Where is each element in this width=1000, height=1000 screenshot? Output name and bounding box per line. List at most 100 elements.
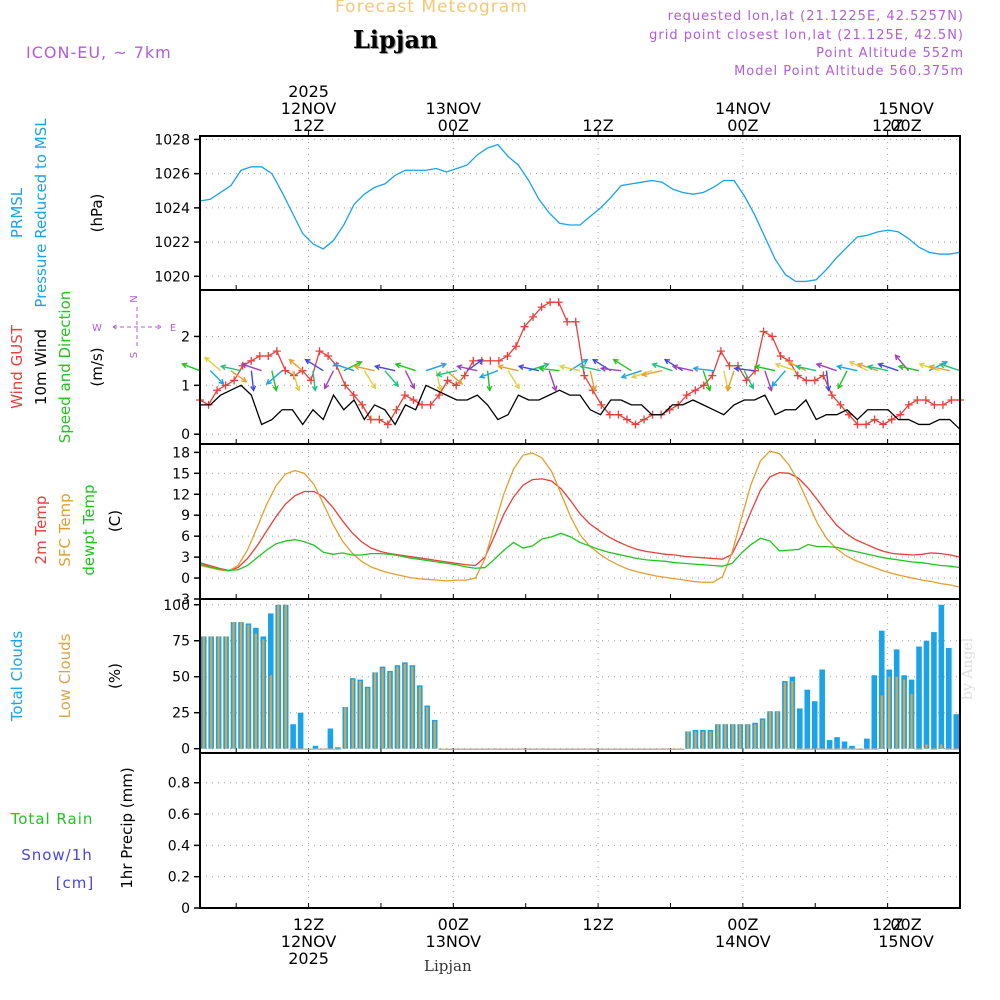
clouds-bar-low-clouds — [373, 672, 377, 749]
wind-direction-arrow — [589, 370, 596, 391]
clouds-bar-total-clouds — [878, 630, 885, 749]
wind-gust-marker — [853, 420, 862, 429]
clouds-bar-total-clouds — [864, 738, 870, 749]
wind-direction-arrow — [878, 363, 899, 372]
top-time-label: 15NOV — [878, 99, 934, 118]
wind-arrow-head — [478, 373, 486, 379]
temp-series-sfc-temp — [199, 450, 961, 588]
clouds-bar-total-clouds — [916, 646, 922, 749]
wind-direction-arrow — [436, 369, 457, 376]
wind-arrow-head — [440, 362, 448, 369]
compass-east: E — [170, 323, 176, 334]
wind-direction-arrow — [849, 361, 868, 372]
wind-arrow-head — [774, 362, 781, 369]
wind-arrow-head — [435, 371, 442, 378]
clouds-bar-total-clouds — [923, 640, 930, 749]
wind-direction-arrow — [363, 370, 376, 389]
pressure-ytick-label: 1028 — [154, 132, 190, 148]
wind-direction-arrow — [266, 370, 283, 385]
wind-gust-marker — [827, 391, 836, 400]
wind-ylabel: Wind GUST — [8, 324, 26, 409]
wind-direction-arrow — [324, 370, 335, 389]
pressure-ytick-label: 1026 — [154, 167, 190, 183]
wind-gust-marker — [819, 371, 828, 380]
clouds-bar-low-clouds — [701, 731, 705, 749]
wind-arrow-head — [582, 358, 589, 365]
wind-compass: N S W E — [92, 295, 176, 358]
wind-arrow-head — [836, 364, 843, 371]
clouds-bar-low-clouds — [709, 731, 712, 749]
clouds-bar-low-clouds — [426, 706, 429, 749]
wind-gust-marker — [221, 381, 230, 390]
precip-ylabel: Snow/1h — [21, 846, 93, 864]
wind-arrow-head — [394, 362, 401, 369]
wind-gust-marker — [400, 391, 409, 400]
pressure-series-prmsl — [199, 143, 961, 283]
clouds-bar-low-clouds — [903, 679, 906, 749]
clouds-bar-total-clouds — [327, 728, 334, 749]
wind-arrow-head — [620, 373, 627, 379]
clouds-bar-low-clouds — [344, 706, 347, 749]
wind-gust-marker — [802, 376, 811, 385]
precip-ylabel: Total Rain — [10, 810, 94, 828]
wind-direction-arrow — [939, 363, 961, 372]
wind-arrow-head — [288, 358, 295, 365]
temp-frame — [199, 443, 961, 600]
clouds-bar-low-clouds — [418, 686, 421, 749]
product-title: Forecast Meteogram — [335, 0, 528, 17]
top-time-label: 12Z — [872, 116, 903, 135]
wind-arrow-head — [241, 376, 248, 383]
wind-panel: 0 1 2 Wind GUST 10m Wind Speed and Direction (… — [8, 289, 964, 445]
wind-direction-arrow — [435, 370, 442, 391]
clouds-bar-low-clouds — [239, 622, 243, 749]
precip-ytick-label: 0.8 — [168, 776, 190, 792]
precip-ytick-label: 0 — [181, 901, 190, 917]
bottom-time-label: 13NOV — [426, 932, 482, 951]
compass-north: N — [129, 295, 140, 302]
top-time-label: 13NOV — [426, 99, 482, 118]
wind-arrow-head — [477, 358, 484, 365]
clouds-bar-low-clouds — [269, 675, 272, 749]
clouds-bar-low-clouds — [888, 676, 891, 749]
wind-arrow-head — [928, 364, 935, 371]
wind-gust-marker — [614, 410, 623, 419]
wind-direction-arrow — [734, 367, 755, 372]
pressure-ylabel: Pressure Reduced to MSL — [32, 118, 50, 308]
wind-gust-marker — [682, 391, 691, 400]
precip-ytick-label: 0.2 — [168, 870, 190, 886]
wind-arrow-head — [514, 383, 520, 390]
wind-arrow-head — [551, 385, 558, 392]
clouds-bar-low-clouds — [880, 695, 883, 749]
bottom-time-label: 12NOV — [281, 932, 337, 951]
clouds-bar-low-clouds — [746, 724, 749, 749]
pressure-ytick-label: 1020 — [154, 269, 190, 285]
wind-gust-marker — [896, 410, 905, 419]
clouds-ytick-label: 50 — [172, 670, 190, 686]
wind-direction-arrow — [613, 359, 632, 372]
clouds-bar-low-clouds — [739, 724, 742, 749]
temp-ylabel: (C) — [106, 510, 124, 532]
wind-direction-arrow — [291, 370, 300, 391]
wind-gust-marker — [460, 371, 469, 380]
wind-arrow-head — [748, 383, 755, 390]
wind-gust-marker — [836, 400, 845, 409]
wind-direction-arrow — [539, 367, 560, 372]
wind-arrow-head — [767, 385, 774, 392]
wind-arrow-head — [663, 358, 671, 365]
clouds-bar-total-clouds — [797, 708, 803, 749]
wind-arrow-head — [370, 383, 377, 390]
wind-arrow-head — [579, 364, 586, 371]
wind-gust-marker — [383, 420, 392, 429]
clouds-bar-low-clouds — [359, 681, 362, 749]
wind-arrow-head — [640, 371, 648, 378]
wind-arrow-head — [941, 360, 949, 367]
clouds-bar-low-clouds — [761, 719, 764, 749]
wind-arrow-head — [486, 385, 493, 392]
wind-arrow-head — [294, 385, 301, 392]
wind-arrow-head — [848, 360, 855, 367]
wind-gust-marker — [511, 342, 520, 351]
wind-direction-arrow — [868, 365, 889, 372]
wind-arrow-head — [787, 360, 794, 367]
wind-direction-arrow — [580, 365, 601, 372]
